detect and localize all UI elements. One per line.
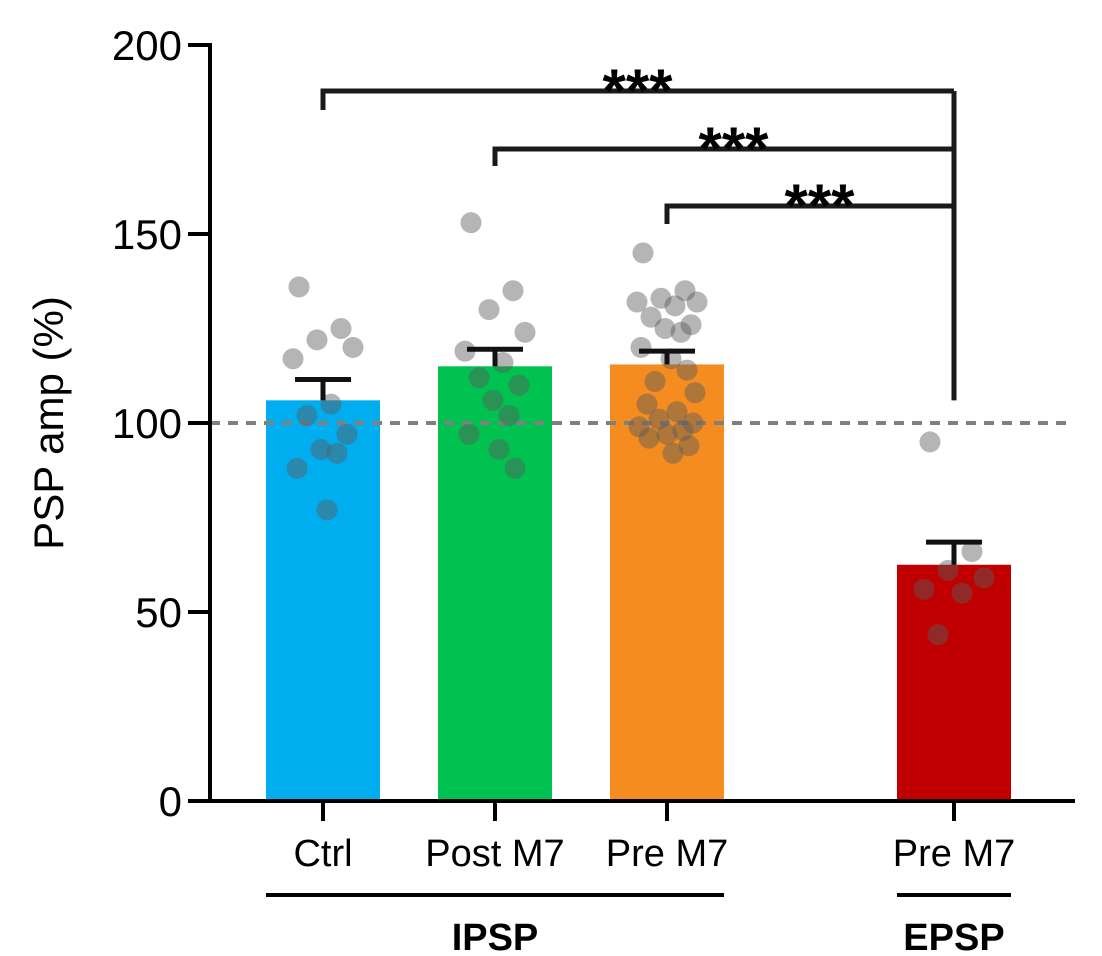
- data-point-3-1: [961, 541, 983, 563]
- data-point-2-16: [666, 401, 688, 423]
- data-point-2-9: [670, 321, 692, 343]
- data-point-1-12: [504, 457, 526, 479]
- group-label-ipsp: IPSP: [452, 917, 539, 956]
- data-point-0-4: [282, 348, 304, 370]
- data-point-1-5: [492, 352, 514, 374]
- y-axis-label: PSP amp (%): [25, 296, 72, 550]
- data-point-1-3: [514, 321, 536, 343]
- data-point-0-9: [326, 442, 348, 464]
- significance-label-1: ***: [698, 115, 769, 182]
- significance-bracket-0: [320, 88, 954, 110]
- data-point-0-3: [342, 336, 364, 358]
- data-point-0-7: [336, 423, 358, 445]
- data-point-0-8: [310, 438, 332, 460]
- data-point-1-10: [458, 423, 480, 445]
- category-label-3: Pre M7: [893, 833, 1015, 875]
- y-tick-label-100: 100: [112, 400, 182, 447]
- data-point-2-2: [650, 287, 672, 309]
- data-point-0-1: [330, 318, 352, 339]
- y-tick-label-50: 50: [135, 589, 182, 636]
- data-point-3-4: [913, 578, 935, 600]
- data-point-2-7: [680, 314, 702, 336]
- data-point-0-5: [320, 393, 342, 415]
- data-point-2-5: [664, 295, 686, 317]
- data-point-2-10: [630, 336, 652, 358]
- data-point-2-21: [656, 423, 678, 445]
- data-point-3-2: [937, 559, 959, 581]
- data-point-0-2: [306, 329, 328, 351]
- category-label-1: Post M7: [425, 833, 564, 875]
- data-point-2-4: [626, 291, 648, 313]
- data-point-2-12: [676, 359, 698, 381]
- data-point-2-0: [632, 242, 654, 264]
- data-point-2-1: [674, 280, 696, 302]
- data-point-1-8: [482, 389, 504, 411]
- data-point-2-17: [648, 408, 670, 430]
- data-point-2-8: [654, 318, 676, 339]
- category-label-2: Pre M7: [606, 833, 728, 875]
- data-point-0-0: [288, 276, 310, 298]
- data-point-2-19: [628, 416, 650, 438]
- data-point-2-14: [684, 382, 706, 404]
- data-point-1-7: [508, 374, 530, 396]
- data-point-2-6: [640, 306, 662, 328]
- category-label-0: Ctrl: [293, 833, 352, 875]
- data-point-2-23: [678, 435, 700, 457]
- significance-bracket-2: [664, 203, 954, 224]
- data-point-2-20: [672, 420, 694, 442]
- data-point-0-10: [286, 457, 308, 479]
- data-point-2-24: [662, 442, 684, 464]
- data-point-1-9: [498, 404, 520, 426]
- data-point-2-18: [682, 412, 704, 434]
- y-tick-label-0: 0: [159, 778, 182, 825]
- data-point-2-3: [686, 291, 708, 313]
- bar-2: [610, 364, 724, 801]
- bar-3: [897, 564, 1011, 801]
- y-tick-label-200: 200: [112, 22, 182, 69]
- data-point-1-6: [468, 367, 490, 389]
- data-point-1-4: [454, 340, 476, 362]
- data-point-3-5: [951, 582, 973, 604]
- bar-0: [266, 400, 380, 801]
- data-point-1-1: [502, 280, 524, 302]
- data-point-3-0: [919, 431, 941, 453]
- group-label-epsp: EPSP: [903, 917, 1004, 956]
- data-point-0-11: [316, 499, 338, 521]
- significance-label-2: ***: [784, 172, 855, 239]
- data-point-1-2: [478, 299, 500, 321]
- significance-label-0: ***: [602, 57, 673, 124]
- data-point-1-0: [460, 212, 482, 234]
- bar-1: [438, 366, 552, 801]
- data-point-2-22: [638, 427, 660, 449]
- significance-bracket-1: [492, 146, 954, 166]
- data-point-2-15: [636, 393, 658, 415]
- data-point-3-3: [973, 567, 995, 589]
- y-tick-label-150: 150: [112, 211, 182, 258]
- data-point-1-11: [488, 438, 510, 460]
- data-point-3-6: [927, 624, 949, 646]
- data-point-0-6: [296, 404, 318, 426]
- data-point-2-13: [644, 370, 666, 392]
